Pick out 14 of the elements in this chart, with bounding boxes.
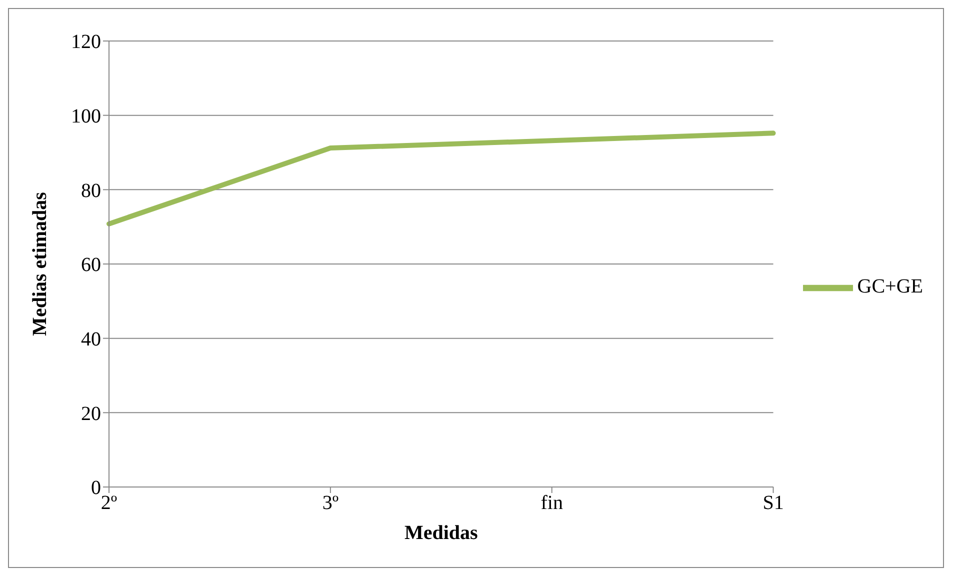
y-tick-label: 0 [91,477,101,500]
y-tick-label: 20 [81,402,101,425]
y-tick-label: 100 [71,105,101,128]
x-tick-label: 2º [100,492,118,514]
y-tick-label: 80 [81,180,101,202]
x-tick-label: 3º [322,492,339,514]
y-axis-title: Medias etimadas [29,192,52,336]
legend-label: GC+GE [857,276,923,298]
x-tick-label: S1 [762,492,784,514]
x-axis-title: Medidas [404,522,478,544]
x-tick-label: fin [540,492,563,514]
y-tick-label: 40 [81,328,101,350]
y-tick-label: 120 [71,31,101,54]
y-tick-label: 60 [81,254,101,276]
